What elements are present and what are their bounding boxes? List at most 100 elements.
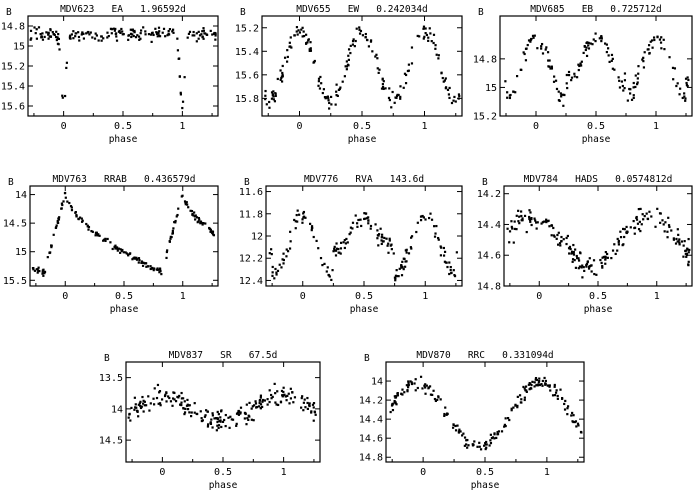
data-point bbox=[592, 38, 595, 41]
data-point bbox=[187, 32, 191, 35]
data-point bbox=[435, 224, 438, 228]
data-point bbox=[485, 446, 488, 449]
data-point bbox=[166, 249, 169, 252]
data-point bbox=[343, 246, 346, 250]
data-point bbox=[211, 231, 214, 234]
data-point bbox=[111, 247, 114, 251]
data-point bbox=[572, 253, 576, 256]
data-point bbox=[239, 406, 243, 409]
data-point bbox=[381, 240, 384, 243]
data-point bbox=[184, 407, 187, 410]
data-point bbox=[176, 37, 179, 40]
data-point bbox=[395, 403, 398, 406]
data-point bbox=[168, 396, 171, 400]
data-point bbox=[308, 48, 311, 51]
data-point bbox=[119, 251, 122, 254]
data-point bbox=[276, 269, 280, 272]
data-point bbox=[496, 432, 500, 436]
data-point bbox=[178, 75, 181, 78]
data-point bbox=[29, 38, 32, 41]
data-point bbox=[433, 235, 437, 238]
data-point bbox=[286, 49, 289, 52]
data-point bbox=[211, 414, 214, 417]
data-point bbox=[623, 228, 626, 231]
data-point bbox=[277, 403, 280, 407]
data-point bbox=[506, 91, 509, 94]
data-point bbox=[633, 226, 636, 230]
data-point bbox=[404, 265, 407, 268]
data-point bbox=[46, 256, 49, 259]
data-points bbox=[506, 207, 691, 279]
data-point bbox=[216, 417, 219, 420]
data-point bbox=[552, 80, 556, 83]
data-point bbox=[678, 241, 681, 244]
data-point bbox=[164, 393, 167, 396]
data-point bbox=[285, 248, 288, 251]
data-point bbox=[671, 66, 675, 69]
data-point bbox=[666, 236, 669, 239]
data-point bbox=[594, 32, 597, 35]
data-point bbox=[402, 86, 405, 89]
data-point bbox=[165, 400, 168, 403]
data-point bbox=[157, 26, 161, 29]
data-point bbox=[604, 255, 607, 258]
data-point bbox=[280, 76, 283, 80]
data-point bbox=[488, 444, 491, 447]
data-point bbox=[347, 58, 350, 61]
data-point bbox=[127, 416, 130, 419]
y-tick-label: 12 bbox=[251, 232, 263, 243]
data-point bbox=[515, 214, 518, 217]
data-point bbox=[437, 396, 440, 399]
data-point bbox=[298, 31, 302, 34]
data-point bbox=[173, 398, 176, 401]
data-point bbox=[275, 403, 278, 406]
data-point bbox=[444, 77, 447, 80]
data-point bbox=[378, 233, 381, 236]
data-point bbox=[375, 53, 378, 56]
data-point bbox=[271, 274, 274, 277]
data-point bbox=[347, 48, 351, 51]
data-point bbox=[453, 274, 456, 277]
data-point bbox=[347, 64, 350, 67]
x-tick-label: 0.5 bbox=[589, 291, 607, 302]
data-point bbox=[56, 219, 59, 223]
data-point bbox=[587, 47, 591, 50]
data-point bbox=[381, 85, 385, 89]
y-tick-label: 15.2 bbox=[1, 62, 25, 73]
data-point bbox=[41, 32, 44, 35]
data-point bbox=[95, 231, 98, 234]
data-point bbox=[199, 410, 202, 413]
data-point bbox=[446, 265, 449, 269]
data-point bbox=[163, 394, 167, 398]
data-point bbox=[86, 31, 89, 34]
data-point bbox=[533, 34, 536, 37]
data-point bbox=[182, 407, 185, 410]
data-point bbox=[613, 243, 616, 246]
data-point bbox=[293, 34, 296, 37]
data-point bbox=[286, 250, 290, 253]
data-point bbox=[523, 396, 526, 399]
data-point bbox=[333, 249, 337, 252]
data-point bbox=[61, 203, 64, 207]
data-point bbox=[290, 46, 293, 49]
data-point bbox=[305, 33, 308, 36]
data-point bbox=[566, 407, 569, 410]
data-point bbox=[140, 29, 143, 32]
data-point bbox=[381, 77, 384, 80]
data-point bbox=[573, 72, 576, 75]
data-point bbox=[434, 232, 437, 235]
x-axis-label: phase bbox=[584, 304, 613, 315]
data-point bbox=[139, 32, 142, 35]
data-point bbox=[323, 262, 326, 265]
data-point bbox=[135, 406, 138, 409]
data-point bbox=[429, 212, 432, 215]
data-point bbox=[559, 388, 562, 391]
data-point bbox=[518, 222, 521, 225]
data-point bbox=[186, 203, 189, 206]
data-point bbox=[672, 78, 675, 81]
data-point bbox=[617, 243, 620, 246]
data-point bbox=[192, 214, 195, 217]
data-point bbox=[185, 404, 189, 407]
data-point bbox=[446, 412, 449, 415]
data-point bbox=[512, 241, 515, 244]
